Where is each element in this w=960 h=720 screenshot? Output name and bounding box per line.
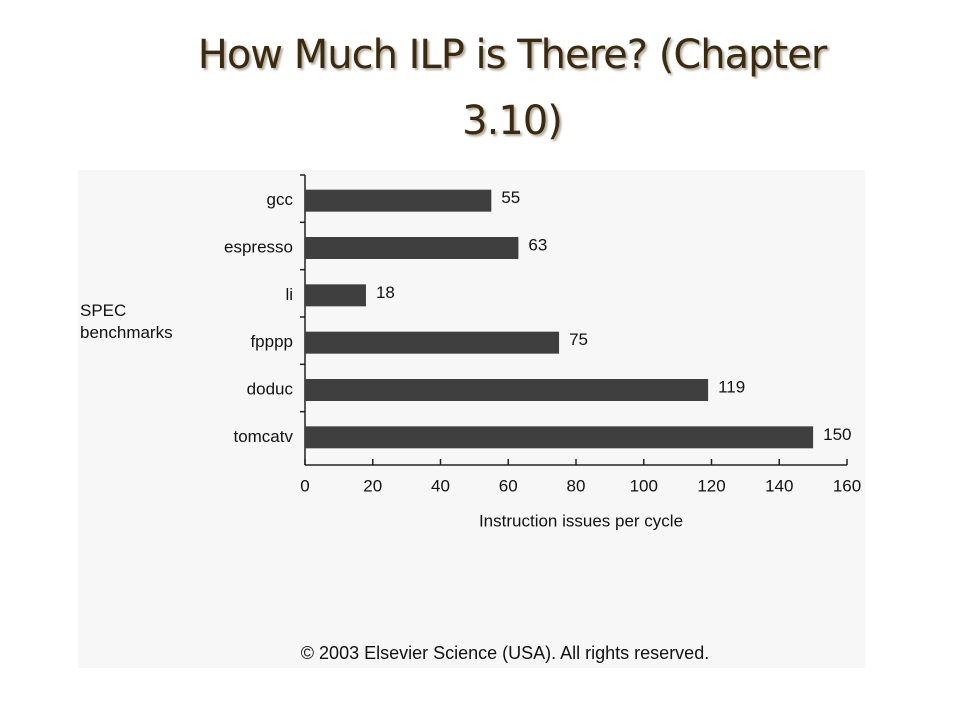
- y-tick-label: tomcatv: [233, 427, 293, 446]
- value-label: 63: [528, 235, 547, 254]
- x-tick-label: 0: [300, 476, 309, 495]
- x-tick-label: 160: [833, 476, 861, 495]
- slide-title: How Much ILP is There? (Chapter 3.10): [197, 32, 828, 144]
- bar: [305, 426, 814, 449]
- x-tick-label: 60: [499, 476, 518, 495]
- value-label: 55: [501, 188, 520, 207]
- footnote: © 2003 Elsevier Science (USA). All right…: [300, 643, 710, 663]
- x-tick-label: 20: [363, 476, 382, 495]
- x-tick-label: 80: [567, 476, 586, 495]
- x-tick-label: 120: [697, 476, 725, 495]
- y-tick-label: gcc: [267, 190, 294, 209]
- y-tick-label: li: [285, 285, 293, 304]
- y-tick-label: doduc: [247, 379, 294, 398]
- x-axis-label: Instruction issues per cycle: [479, 511, 683, 530]
- value-label: 75: [569, 330, 588, 349]
- bar: [305, 237, 519, 259]
- bar: [305, 189, 492, 212]
- value-label: 150: [823, 425, 851, 444]
- bar: [305, 284, 366, 307]
- y-tick-label: espresso: [224, 237, 293, 256]
- x-tick-label: 140: [765, 476, 793, 495]
- x-tick-label: 100: [630, 476, 658, 495]
- bar: [305, 331, 560, 354]
- x-tick-label: 40: [431, 476, 450, 495]
- bar: [305, 379, 709, 401]
- value-label: 18: [376, 283, 395, 302]
- value-label: 119: [718, 377, 745, 396]
- y-tick-label: fpppp: [250, 332, 293, 351]
- y-axis-label: SPEC benchmarks: [80, 301, 173, 342]
